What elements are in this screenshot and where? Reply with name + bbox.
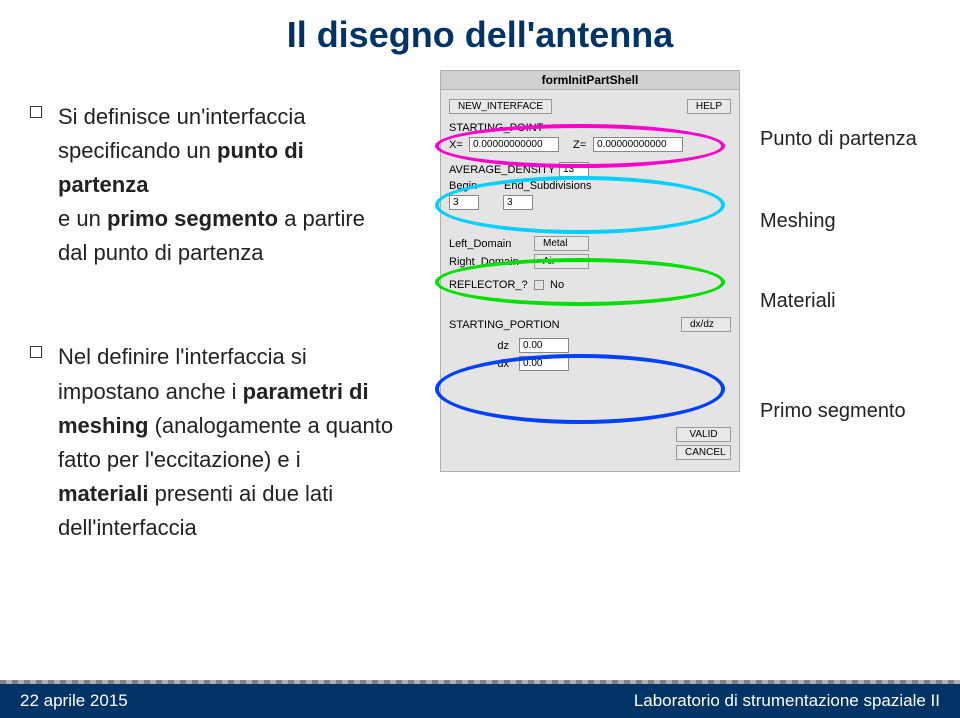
z-field[interactable]: 0.00000000000 (593, 137, 683, 152)
begin-field[interactable]: 3 (449, 195, 479, 210)
left-domain-label: Left_Domain (449, 238, 534, 250)
bullet1-text: Si definisce un'interfaccia specificando… (58, 100, 400, 270)
label-primo: Primo segmento (760, 400, 960, 423)
dx-label: dx (449, 358, 519, 370)
footer-date: 22 aprile 2015 (20, 691, 128, 711)
starting-portion-label: STARTING_PORTION (449, 319, 560, 331)
avg-density-label: AVERAGE_DENSITY (449, 164, 559, 176)
dz-field[interactable]: 0.00 (519, 338, 569, 353)
begin-label: Begin (449, 180, 494, 192)
z-label: Z= (573, 139, 593, 151)
bullet-block-2: Nel definire l'interfaccia si impostano … (30, 340, 400, 545)
left-domain-value[interactable]: Metal (534, 236, 589, 251)
bullet-icon (30, 346, 42, 358)
new-interface-button[interactable]: NEW_INTERFACE (449, 99, 552, 114)
bullet2-text: Nel definire l'interfaccia si impostano … (58, 340, 393, 545)
label-materiali: Materiali (760, 290, 960, 313)
reflector-value: No (550, 279, 564, 291)
reflector-label: REFLECTOR_? (449, 279, 534, 291)
x-field[interactable]: 0.00000000000 (469, 137, 559, 152)
bullet-icon (30, 106, 42, 118)
page-title: Il disegno dell'antenna (0, 0, 960, 56)
valid-button[interactable]: VALID (676, 427, 731, 442)
cancel-button[interactable]: CANCEL (676, 445, 731, 460)
reflector-checkbox[interactable] (534, 280, 544, 290)
end-field[interactable]: 3 (503, 195, 533, 210)
dz-label: dz (449, 340, 519, 352)
form-window: formInitPartShell NEW_INTERFACE HELP STA… (440, 70, 740, 472)
avg-density-field[interactable]: 13 (559, 162, 589, 177)
label-meshing: Meshing (760, 210, 960, 233)
dxdz-button[interactable]: dx/dz (681, 317, 731, 332)
footer: 22 aprile 2015 Laboratorio di strumentaz… (0, 684, 960, 718)
footer-course: Laboratorio di strumentazione spaziale I… (634, 691, 940, 711)
label-punto: Punto di partenza (760, 128, 960, 151)
starting-point-label: STARTING_POINT (449, 122, 543, 134)
dx-field[interactable]: 0.00 (519, 356, 569, 371)
right-domain-value[interactable]: Air (534, 254, 589, 269)
form-title: formInitPartShell (441, 71, 739, 90)
end-sub-label: End_Subdivisions (504, 180, 591, 192)
x-label: X= (449, 139, 469, 151)
right-domain-label: Right_Domain (449, 256, 534, 268)
help-button[interactable]: HELP (687, 99, 731, 114)
bullet-block-1: Si definisce un'interfaccia specificando… (30, 100, 400, 270)
